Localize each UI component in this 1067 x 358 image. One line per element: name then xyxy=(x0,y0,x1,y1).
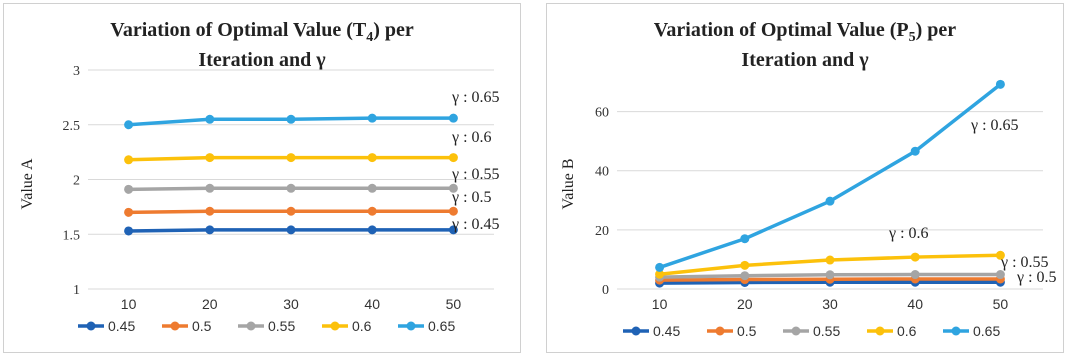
chart-title-line2: Iteration and γ xyxy=(198,49,326,71)
data-point-0.65 xyxy=(825,196,835,206)
annotation-0.6: γ : 0.6 xyxy=(451,129,492,146)
legend-marker-0.5 xyxy=(170,321,180,331)
data-point-0.65 xyxy=(910,146,920,156)
data-point-0.6 xyxy=(995,250,1005,260)
annotation-0.5: γ : 0.5 xyxy=(451,189,492,206)
data-point-0.5 xyxy=(448,206,458,216)
chart-panel-right: Variation of Optimal Value (P5) per Iter… xyxy=(546,3,1064,353)
annotation-0.65: γ : 0.65 xyxy=(970,117,1019,134)
annotation-0.6: γ : 0.6 xyxy=(888,225,929,242)
data-point-0.5 xyxy=(367,206,377,216)
legend-marker-0.45 xyxy=(86,321,96,331)
data-point-0.55 xyxy=(825,270,835,280)
annotation-0.55: γ : 0.55 xyxy=(451,166,500,183)
chart-title-line2: Iteration and γ xyxy=(741,49,869,71)
data-point-0.55 xyxy=(995,270,1005,280)
legend-entry-0.65: 0.65 xyxy=(428,318,455,334)
legend-entry-0.55: 0.55 xyxy=(268,318,295,334)
chart-right-svg: Variation of Optimal Value (P5) per Iter… xyxy=(560,19,1057,339)
x-tick-label: 30 xyxy=(283,296,299,312)
legend-entry-0.65: 0.65 xyxy=(973,323,1000,339)
y-tick-label: 2.5 xyxy=(63,119,81,134)
annotation-0.45: γ : 0.45 xyxy=(451,216,500,233)
y-tick-label: 0 xyxy=(602,283,609,298)
chart-title-line1: Variation of Optimal Value (T4) per xyxy=(110,19,414,45)
x-tick-label: 40 xyxy=(364,296,380,312)
data-point-0.6 xyxy=(124,155,134,165)
data-point-0.65 xyxy=(124,120,134,130)
data-point-0.55 xyxy=(448,183,458,193)
y-tick-label: 2 xyxy=(73,174,80,189)
x-tick-label: 20 xyxy=(737,296,753,312)
data-point-0.6 xyxy=(655,269,665,279)
data-point-0.55 xyxy=(367,183,377,193)
y-axis-label: Value A xyxy=(19,158,36,210)
chart-panel-left: Variation of Optimal Value (T4) per Iter… xyxy=(3,3,521,353)
y-axis-label: Value B xyxy=(560,158,577,209)
data-point-0.45 xyxy=(124,226,134,236)
legend-marker-0.55 xyxy=(246,321,256,331)
data-point-0.55 xyxy=(124,184,134,194)
data-point-0.45 xyxy=(205,225,215,235)
legend-marker-0.65 xyxy=(951,326,961,336)
data-point-0.45 xyxy=(448,225,458,235)
legend-entry-0.45: 0.45 xyxy=(108,318,135,334)
data-point-0.45 xyxy=(286,225,296,235)
data-point-0.6 xyxy=(205,153,215,163)
x-tick-label: 30 xyxy=(822,296,838,312)
y-tick-label: 1.5 xyxy=(63,228,81,243)
legend-marker-0.55 xyxy=(791,326,801,336)
data-point-0.6 xyxy=(825,255,835,265)
data-point-0.55 xyxy=(910,270,920,280)
data-point-0.6 xyxy=(910,252,920,262)
data-point-0.6 xyxy=(367,153,377,163)
data-point-0.6 xyxy=(448,153,458,163)
legend-entry-0.45: 0.45 xyxy=(653,323,680,339)
x-tick-label: 10 xyxy=(121,296,137,312)
y-tick-label: 60 xyxy=(595,106,609,121)
chart-left-svg: Variation of Optimal Value (T4) per Iter… xyxy=(19,19,500,334)
legend-entry-0.5: 0.5 xyxy=(737,323,757,339)
y-tick-label: 3 xyxy=(73,64,80,79)
data-point-0.65 xyxy=(205,114,215,124)
x-tick-label: 40 xyxy=(907,296,923,312)
data-point-0.5 xyxy=(124,207,134,217)
legend-entry-0.6: 0.6 xyxy=(897,323,917,339)
data-point-0.6 xyxy=(286,153,296,163)
legend-entry-0.5: 0.5 xyxy=(192,318,212,334)
chart-title-line1: Variation of Optimal Value (P5) per xyxy=(654,19,957,45)
y-tick-label: 20 xyxy=(595,224,609,239)
data-point-0.5 xyxy=(205,206,215,216)
data-point-0.6 xyxy=(740,260,750,270)
x-tick-label: 20 xyxy=(202,296,218,312)
x-tick-label: 50 xyxy=(993,296,1009,312)
legend-marker-0.45 xyxy=(631,326,641,336)
data-point-0.65 xyxy=(367,113,377,123)
legend-marker-0.5 xyxy=(715,326,725,336)
data-point-0.65 xyxy=(995,79,1005,89)
data-point-0.65 xyxy=(448,113,458,123)
data-point-0.55 xyxy=(740,271,750,281)
legend-entry-0.6: 0.6 xyxy=(352,318,372,334)
annotation-0.5: γ : 0.5 xyxy=(1016,269,1057,286)
annotation-0.65: γ : 0.65 xyxy=(451,89,500,106)
data-point-0.45 xyxy=(367,225,377,235)
data-point-0.65 xyxy=(655,262,665,272)
legend-marker-0.6 xyxy=(875,326,885,336)
x-tick-label: 50 xyxy=(446,296,462,312)
data-point-0.55 xyxy=(205,183,215,193)
y-tick-label: 1 xyxy=(73,283,80,298)
legend-marker-0.65 xyxy=(406,321,416,331)
data-point-0.55 xyxy=(286,183,296,193)
x-tick-label: 10 xyxy=(652,296,668,312)
y-tick-label: 40 xyxy=(595,165,609,180)
legend-entry-0.55: 0.55 xyxy=(813,323,840,339)
data-point-0.65 xyxy=(286,114,296,124)
annotation-0.55: γ : 0.55 xyxy=(1000,254,1049,271)
data-point-0.65 xyxy=(740,234,750,244)
legend-marker-0.6 xyxy=(330,321,340,331)
data-point-0.5 xyxy=(286,206,296,216)
